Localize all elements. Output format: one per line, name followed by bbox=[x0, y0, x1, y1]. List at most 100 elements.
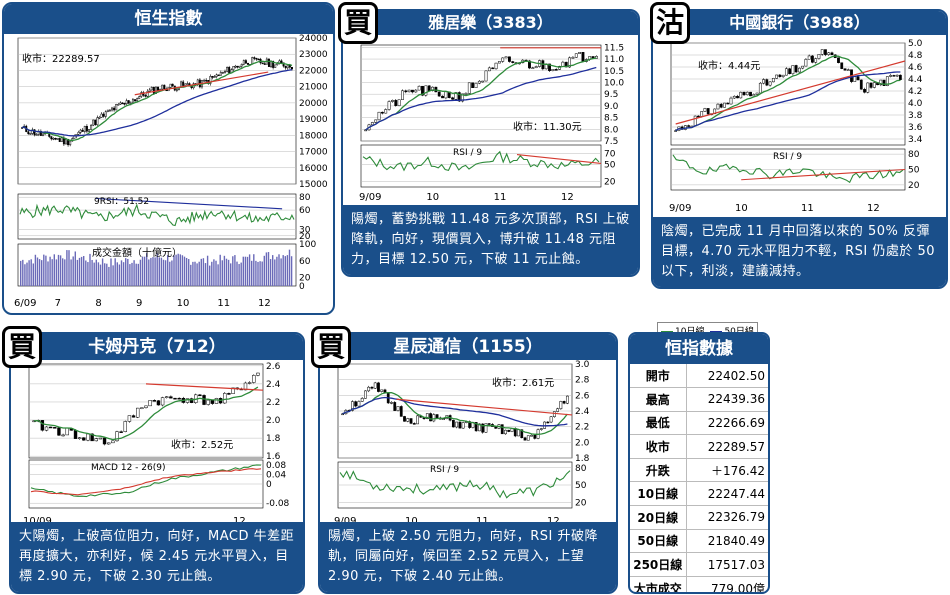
volume-bar bbox=[225, 258, 228, 286]
boc-chart: 5.0 4.8 4.6 4.4 4.2 4.0 3.8 3.6 3.4 收市：4.44元 80 50 2… bbox=[669, 39, 923, 214]
comtec-title: 卡姆丹克（712） bbox=[11, 334, 303, 360]
candle bbox=[354, 401, 358, 407]
candle bbox=[117, 104, 120, 106]
candle bbox=[497, 61, 501, 64]
candle bbox=[226, 67, 229, 72]
volume-bar bbox=[215, 260, 217, 286]
candle bbox=[90, 433, 94, 442]
candle bbox=[898, 74, 902, 80]
candle bbox=[749, 91, 752, 97]
candle bbox=[65, 138, 67, 145]
candle bbox=[106, 442, 111, 445]
candle bbox=[455, 421, 459, 428]
candle bbox=[393, 402, 397, 411]
candle bbox=[221, 71, 224, 74]
osc-frame bbox=[17, 193, 297, 240]
candle bbox=[94, 438, 98, 442]
candle bbox=[468, 421, 472, 428]
candle bbox=[131, 415, 136, 418]
candle bbox=[357, 401, 361, 407]
volume-bar bbox=[238, 264, 240, 286]
stats-row: 最低 22266.69 bbox=[630, 411, 768, 436]
y-tick-label: 2.6 bbox=[266, 362, 281, 372]
candle bbox=[807, 55, 811, 60]
star-chart: 3.0 2.8 2.6 2.4 2.2 2.0 1.8 收市：2.61元 80 50 20 RSI /… bbox=[334, 360, 590, 527]
candle bbox=[108, 109, 111, 112]
volume-bar bbox=[148, 259, 150, 286]
candle bbox=[863, 88, 866, 93]
candle bbox=[102, 437, 107, 445]
candle bbox=[427, 85, 431, 91]
candle bbox=[255, 57, 258, 60]
candle bbox=[282, 62, 285, 67]
agile-badge: 買 bbox=[338, 2, 378, 44]
candle bbox=[380, 389, 384, 392]
agile-chart: 11.5 11.0 10.510.0 9.5 9.0 8.58.0 7.5 收市：11.30元… bbox=[359, 43, 624, 203]
volume-bar bbox=[198, 261, 200, 286]
volume-bar bbox=[272, 255, 274, 286]
comtec-comment: 大陽燭，上破高位阻力，向好，MACD 牛差距再度擴大，亦利好，候 2.45 元水… bbox=[11, 522, 303, 592]
boc-title: 中國銀行（3988） bbox=[653, 11, 946, 35]
candle bbox=[461, 93, 465, 102]
stats-key: 最低 bbox=[630, 411, 687, 436]
candle bbox=[882, 79, 886, 86]
ma50-line bbox=[365, 66, 597, 131]
candle bbox=[568, 57, 572, 68]
candle bbox=[885, 76, 889, 86]
candle bbox=[152, 400, 156, 402]
y-tick-label: 23000 bbox=[299, 50, 328, 60]
y-tick-label: 16000 bbox=[299, 164, 328, 174]
candle bbox=[837, 57, 840, 63]
candle bbox=[209, 76, 212, 84]
boc-comment: 陰燭，已完成 11 月中回落以來的 50% 反彈目標，4.70 元水平阻力不輕，… bbox=[653, 217, 946, 287]
y-tick-label: 18000 bbox=[299, 131, 328, 141]
candle bbox=[150, 87, 153, 91]
candle bbox=[697, 115, 700, 118]
stats-value: 17517.03 bbox=[686, 552, 768, 577]
agile-panel: 雅居樂（3383） 11.5 11.0 10.5 10.0 9.5 9.0 8.5 8.0 7.… bbox=[341, 9, 640, 277]
volume-bar bbox=[141, 256, 144, 286]
candle bbox=[394, 100, 398, 106]
x-tick-label: 10 bbox=[177, 298, 190, 309]
comtec-badge: 買 bbox=[2, 326, 42, 368]
stats-row: 50日線 21840.49 bbox=[630, 529, 768, 554]
candle bbox=[414, 89, 418, 93]
candle bbox=[784, 68, 788, 76]
volume-bar bbox=[83, 256, 85, 286]
candle bbox=[742, 91, 746, 96]
candle bbox=[820, 49, 824, 55]
candle bbox=[242, 60, 245, 65]
volume-bar bbox=[164, 260, 167, 286]
candle bbox=[111, 107, 113, 111]
candle bbox=[274, 64, 277, 68]
candle bbox=[771, 78, 775, 83]
candle bbox=[253, 57, 256, 59]
volume-bar bbox=[211, 261, 213, 286]
candle bbox=[148, 89, 151, 92]
y-tick-label: 2.2 bbox=[575, 423, 589, 433]
volume-bar bbox=[175, 254, 177, 286]
candle bbox=[205, 79, 208, 82]
y-tick-label: 10.5 bbox=[604, 67, 624, 77]
candle bbox=[206, 399, 210, 405]
candle bbox=[182, 81, 185, 86]
volume-bar bbox=[41, 260, 43, 286]
candle bbox=[163, 84, 166, 90]
candle bbox=[539, 428, 543, 430]
volume-bar bbox=[185, 257, 188, 286]
candle bbox=[474, 82, 478, 88]
candle bbox=[804, 59, 808, 67]
candle bbox=[407, 89, 411, 93]
candle bbox=[98, 117, 101, 119]
candle bbox=[115, 104, 118, 111]
candle bbox=[523, 437, 527, 441]
candle bbox=[384, 109, 388, 114]
volume-bar bbox=[76, 259, 79, 286]
volume-bar bbox=[97, 262, 100, 286]
candle bbox=[504, 429, 507, 435]
candle bbox=[693, 115, 697, 127]
candle bbox=[364, 129, 368, 132]
candle bbox=[739, 91, 743, 99]
volume-bar bbox=[251, 260, 253, 286]
candle bbox=[562, 401, 566, 404]
